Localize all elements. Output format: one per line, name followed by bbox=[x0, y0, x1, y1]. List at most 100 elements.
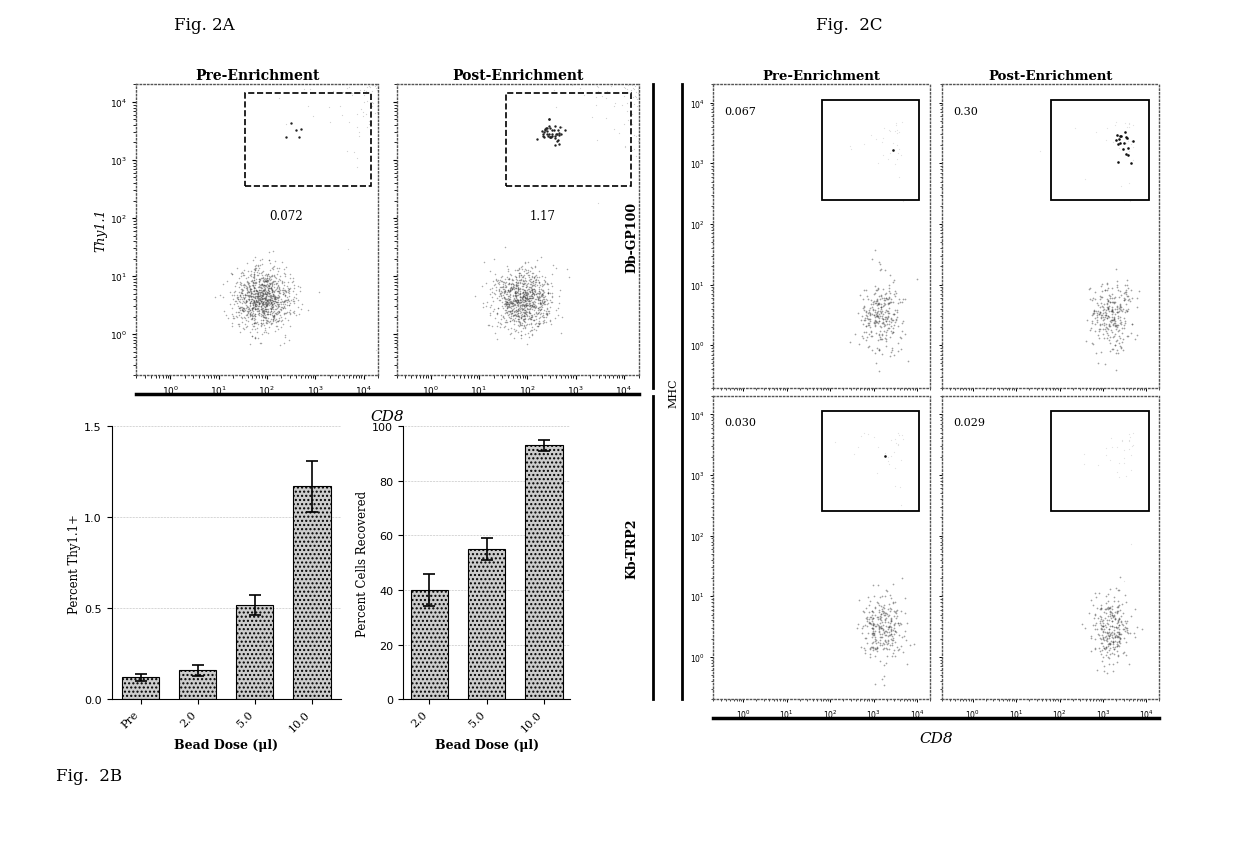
Point bbox=[518, 303, 538, 316]
Point bbox=[252, 292, 272, 305]
Point bbox=[272, 301, 291, 315]
Point bbox=[232, 305, 252, 318]
Point bbox=[520, 277, 539, 291]
Point bbox=[515, 290, 534, 304]
Point bbox=[1106, 134, 1126, 148]
Point bbox=[525, 301, 544, 315]
Point bbox=[885, 616, 905, 630]
Point bbox=[529, 316, 549, 330]
Point bbox=[238, 264, 258, 278]
Point bbox=[1087, 663, 1107, 676]
Point bbox=[262, 285, 281, 299]
Point bbox=[1095, 358, 1115, 372]
Point bbox=[244, 296, 264, 310]
Point bbox=[533, 274, 553, 287]
Point bbox=[489, 283, 508, 297]
Point bbox=[278, 284, 298, 298]
Point bbox=[500, 278, 520, 292]
Point bbox=[234, 302, 254, 316]
Point bbox=[841, 336, 861, 350]
Point bbox=[874, 616, 894, 630]
Point bbox=[253, 310, 273, 323]
Point bbox=[864, 309, 884, 322]
Point bbox=[253, 305, 273, 318]
Point bbox=[522, 290, 542, 304]
Point bbox=[286, 293, 306, 306]
Point bbox=[259, 297, 279, 310]
Point bbox=[238, 289, 258, 303]
Point bbox=[263, 298, 283, 311]
Point bbox=[288, 301, 308, 315]
Point bbox=[517, 303, 537, 316]
Point bbox=[869, 298, 889, 311]
Point bbox=[883, 326, 903, 339]
Point bbox=[507, 303, 527, 316]
Point bbox=[877, 642, 897, 656]
Point bbox=[888, 345, 908, 359]
Point bbox=[248, 275, 268, 288]
Point bbox=[877, 583, 897, 597]
Point bbox=[357, 121, 377, 135]
Point bbox=[257, 275, 277, 288]
Point bbox=[232, 307, 252, 321]
Point bbox=[259, 246, 279, 259]
Point bbox=[875, 319, 895, 333]
Point bbox=[1100, 613, 1120, 627]
Point bbox=[1102, 304, 1122, 317]
Point bbox=[238, 309, 258, 322]
Point bbox=[872, 621, 892, 635]
Point bbox=[866, 643, 885, 657]
Point bbox=[1112, 344, 1132, 357]
Point bbox=[858, 307, 878, 321]
Point bbox=[869, 619, 889, 633]
Point bbox=[859, 305, 879, 319]
Point bbox=[237, 299, 257, 312]
Point bbox=[1107, 605, 1127, 618]
Point bbox=[241, 309, 260, 322]
Point bbox=[1110, 305, 1130, 318]
Point bbox=[255, 279, 275, 293]
Point bbox=[511, 309, 531, 322]
Point bbox=[255, 310, 275, 324]
Point bbox=[614, 90, 634, 104]
Point bbox=[239, 286, 259, 299]
Point bbox=[1110, 603, 1130, 617]
Point bbox=[531, 294, 551, 308]
Point bbox=[249, 278, 269, 292]
Point bbox=[513, 319, 533, 333]
Point bbox=[247, 293, 267, 307]
Point bbox=[269, 299, 289, 313]
Point bbox=[878, 455, 898, 468]
Point bbox=[1107, 303, 1127, 316]
Point bbox=[255, 280, 275, 293]
Point bbox=[508, 315, 528, 328]
Point bbox=[861, 611, 880, 624]
Point bbox=[257, 287, 277, 301]
Point bbox=[497, 295, 517, 309]
Point bbox=[244, 268, 264, 281]
Point bbox=[286, 310, 306, 323]
Point bbox=[1092, 630, 1112, 644]
Point bbox=[232, 287, 252, 300]
Point bbox=[246, 262, 265, 276]
Point bbox=[1096, 321, 1116, 334]
Point bbox=[247, 284, 267, 298]
Point bbox=[236, 289, 255, 303]
Point bbox=[243, 307, 263, 321]
Point bbox=[253, 283, 273, 297]
Point bbox=[1080, 323, 1100, 337]
Point bbox=[1092, 291, 1112, 305]
Point bbox=[1118, 303, 1138, 316]
Point bbox=[236, 294, 255, 308]
Point bbox=[336, 86, 356, 100]
Point bbox=[244, 281, 264, 294]
Point bbox=[1065, 122, 1085, 136]
Point bbox=[241, 325, 260, 339]
Point bbox=[864, 649, 884, 663]
Point bbox=[242, 275, 262, 288]
Point bbox=[523, 293, 543, 306]
Point bbox=[252, 310, 272, 323]
Point bbox=[250, 293, 270, 306]
Point bbox=[1083, 315, 1102, 328]
Point bbox=[243, 290, 263, 304]
